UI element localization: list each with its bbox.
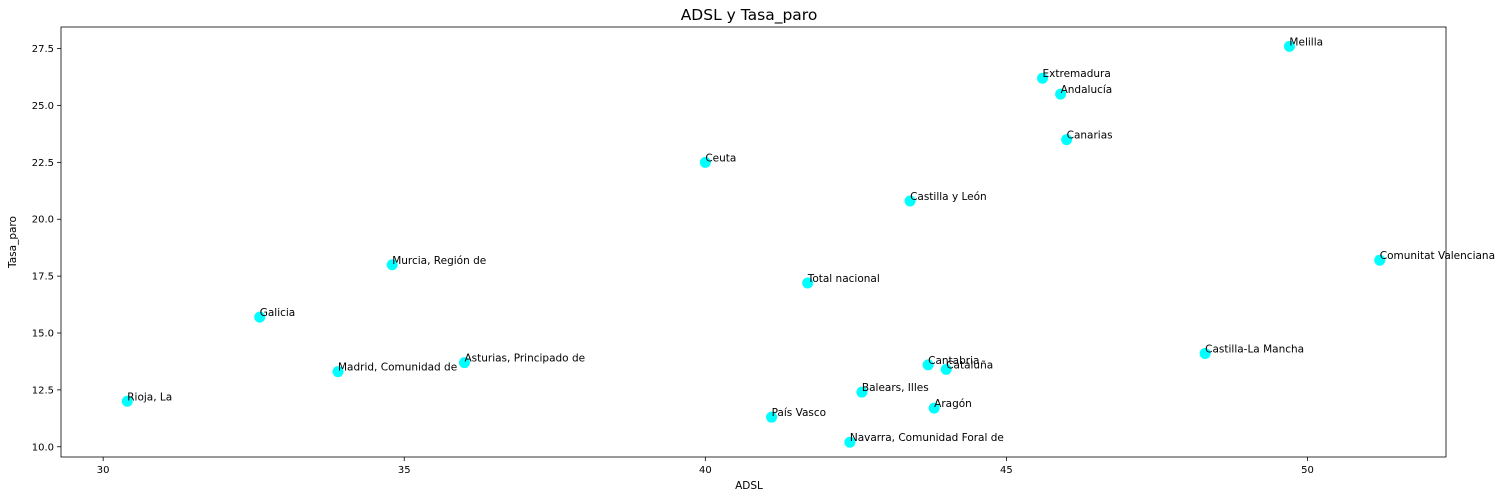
data-point (1055, 88, 1067, 100)
point-label: Murcia, Región de (392, 255, 486, 267)
x-tick-label: 35 (398, 465, 411, 476)
y-tick-label: 15.0 (32, 329, 54, 340)
point-label: Asturias, Principado de (464, 353, 585, 365)
chart-title: ADSL y Tasa_paro (681, 6, 818, 25)
y-tick-label: 10.0 (32, 442, 54, 453)
point-label: Total nacional (807, 273, 880, 285)
plot-area-frame (60, 26, 1447, 458)
data-point (928, 402, 940, 414)
point-label: Galicia (260, 307, 296, 319)
point-label: Madrid, Comunidad de (338, 362, 457, 374)
data-point (121, 395, 133, 407)
data-point (1037, 72, 1049, 84)
point-label: Extremadura (1043, 68, 1111, 80)
point-label: Navarra, Comunidad Foral de (850, 432, 1004, 444)
point-label: Rioja, La (127, 391, 172, 403)
x-tick-label: 50 (1301, 465, 1314, 476)
data-point (699, 156, 711, 168)
point-label: Cataluña (946, 359, 993, 371)
y-tick-label: 17.5 (32, 272, 54, 283)
data-point (904, 195, 916, 207)
data-point (940, 363, 952, 375)
y-axis: 10.0 12.5 15.0 17.5 20.0 22.5 25.0 27.5 (32, 44, 61, 453)
y-axis-label: Tasa_paro (7, 216, 19, 269)
data-point (254, 311, 266, 323)
y-tick-label: 20.0 (32, 215, 54, 226)
point-label: Melilla (1289, 36, 1323, 48)
y-tick-label: 22.5 (32, 158, 54, 169)
data-point (1283, 40, 1295, 52)
point-label: Comunitat Valenciana (1380, 250, 1495, 262)
data-points: Melilla Extremadura Andalucía Canarias Ceuta… (121, 36, 1495, 448)
data-point (332, 366, 344, 378)
x-axis: 30 35 40 45 50 (97, 457, 1314, 476)
x-tick-label: 30 (97, 465, 110, 476)
point-label: País Vasco (772, 407, 827, 419)
data-point (386, 259, 398, 271)
x-axis-label: ADSL (735, 480, 763, 492)
point-label: Castilla-La Mancha (1205, 343, 1304, 355)
point-label: Andalucía (1061, 84, 1113, 96)
data-point (856, 386, 868, 398)
data-point (1374, 254, 1386, 266)
data-point (922, 359, 934, 371)
point-label: Cantabria (928, 355, 979, 367)
data-point (766, 411, 778, 423)
y-tick-label: 27.5 (32, 44, 54, 55)
data-point (844, 436, 856, 448)
y-tick-label: 25.0 (32, 101, 54, 112)
x-tick-label: 45 (1000, 465, 1013, 476)
point-label: Ceuta (705, 152, 736, 164)
point-label: Balears, Illes (862, 382, 929, 394)
data-point (1199, 347, 1211, 359)
x-tick-label: 40 (699, 465, 712, 476)
y-tick-label: 12.5 (32, 385, 54, 396)
point-label: Canarias (1067, 130, 1113, 142)
data-point (1061, 134, 1073, 146)
data-point (458, 357, 470, 369)
data-point (802, 277, 814, 289)
point-label: Castilla y León (910, 191, 987, 203)
point-label: Aragón (934, 398, 972, 410)
